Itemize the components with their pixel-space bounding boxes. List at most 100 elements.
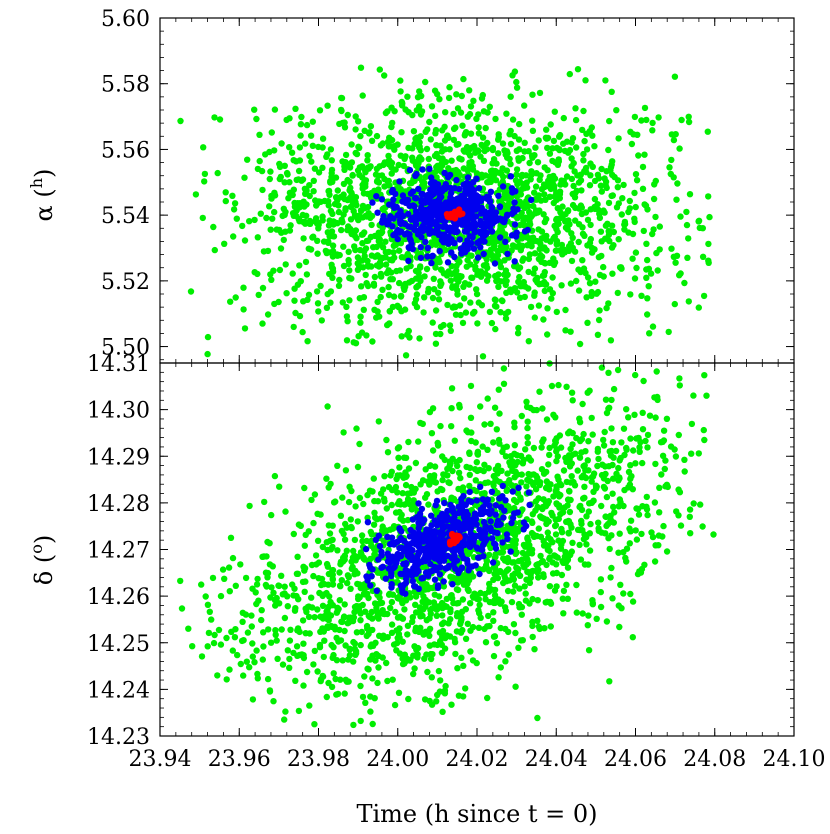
bottom-point-0-866 xyxy=(616,530,623,537)
top-point-0-1419 xyxy=(385,283,392,291)
bottom-point-0-753 xyxy=(522,597,530,604)
bottom-point-0-397 xyxy=(639,426,647,433)
bottom-point-0-1105 xyxy=(476,601,483,609)
top-point-0-1842 xyxy=(556,131,564,139)
top-point-0-1264 xyxy=(608,88,615,96)
bottom-point-0-1212 xyxy=(524,535,531,542)
top-point-0-728 xyxy=(515,324,522,332)
top-point-0-1293 xyxy=(576,340,584,348)
top-point-1-445 xyxy=(510,205,517,212)
top-point-0-1808 xyxy=(296,262,303,269)
top-point-0-645 xyxy=(390,249,397,256)
top-point-0-1368 xyxy=(594,288,602,296)
bottom-point-0-1962 xyxy=(361,591,368,598)
bottom-point-0-798 xyxy=(264,675,272,683)
top-point-0-653 xyxy=(598,252,605,260)
top-point-0-66 xyxy=(447,327,454,334)
top-point-0-1798 xyxy=(473,286,480,293)
top-point-0-1270 xyxy=(595,206,602,214)
top-point-0-1393 xyxy=(321,197,328,205)
top-point-0-1912 xyxy=(537,172,544,179)
bottom-point-0-1676 xyxy=(486,567,493,575)
bottom-point-0-148 xyxy=(375,418,382,425)
bottom-point-0-1038 xyxy=(210,639,218,647)
bottom-point-0-860 xyxy=(428,674,435,681)
top-point-0-700 xyxy=(323,304,331,311)
bottom-point-0-275 xyxy=(379,654,386,661)
bottom-point-0-1024 xyxy=(541,625,548,632)
top-point-0-1503 xyxy=(677,270,684,277)
top-point-0-714 xyxy=(670,136,678,144)
bottom-point-1-199 xyxy=(367,582,374,589)
top-point-0-1797 xyxy=(705,193,712,200)
top-point-0-1316 xyxy=(495,131,502,138)
top-point-1-461 xyxy=(446,171,454,179)
bottom-point-0-917 xyxy=(404,631,411,638)
top-point-0-1850 xyxy=(351,232,359,240)
top-point-0-1670 xyxy=(359,92,366,99)
bottom-point-0-1519 xyxy=(520,456,527,464)
bottom-point-0-1285 xyxy=(381,610,388,618)
top-point-0-1486 xyxy=(488,239,495,246)
top-point-0-1740 xyxy=(369,338,376,345)
bottom-point-0-1906 xyxy=(532,498,540,505)
top-point-0-1956 xyxy=(295,167,303,175)
bottom-point-0-1662 xyxy=(643,506,651,513)
top-point-0-1590 xyxy=(578,204,585,211)
top-point-0-1627 xyxy=(360,294,368,301)
top-point-0-1913 xyxy=(435,296,443,303)
bottom-point-0-1995 xyxy=(601,428,608,436)
top-point-0-1258 xyxy=(241,174,248,181)
bottom-point-0-1391 xyxy=(491,599,499,607)
bottom-point-0-1687 xyxy=(338,527,346,535)
top-scatter-points xyxy=(177,64,713,360)
bottom-point-0-1645 xyxy=(315,575,322,582)
bottom-point-0-1150 xyxy=(626,525,633,532)
bottom-point-0-653 xyxy=(336,582,344,589)
top-point-0-1908 xyxy=(515,243,523,251)
top-point-1-486 xyxy=(429,220,436,227)
bottom-point-0-1668 xyxy=(361,556,368,563)
top-point-0-1209 xyxy=(268,129,275,136)
top-point-0-1692 xyxy=(382,238,389,245)
top-point-0-1442 xyxy=(525,203,532,210)
bottom-point-0-1246 xyxy=(626,540,633,547)
bottom-point-0-1784 xyxy=(396,464,403,471)
top-point-0-69 xyxy=(187,288,195,295)
top-point-0-1918 xyxy=(470,97,477,105)
top-point-0-1108 xyxy=(603,184,610,192)
top-point-0-884 xyxy=(600,207,607,214)
top-point-1-46 xyxy=(374,209,381,216)
bottom-point-1-2 xyxy=(509,488,516,495)
top-point-0-1943 xyxy=(615,200,622,207)
top-point-1-491 xyxy=(461,199,468,206)
bottom-point-0-1553 xyxy=(517,637,525,644)
bottom-point-0-1890 xyxy=(319,615,327,622)
bottom-point-0-411 xyxy=(569,539,576,546)
top-point-0-1406 xyxy=(586,280,594,287)
top-point-0-1300 xyxy=(259,320,266,327)
top-point-0-1103 xyxy=(537,197,545,204)
top-point-0-1985 xyxy=(589,163,596,170)
top-point-0-1493 xyxy=(597,182,605,189)
top-point-0-1281 xyxy=(466,87,473,94)
bottom-point-0-1426 xyxy=(553,569,560,577)
bottom-point-0-389 xyxy=(523,483,530,490)
top-point-0-266 xyxy=(374,298,381,306)
top-point-1-475 xyxy=(445,234,452,241)
top-point-0-1731 xyxy=(550,185,558,192)
bottom-point-0-1160 xyxy=(521,583,528,590)
bottom-point-0-1744 xyxy=(356,494,364,502)
top-point-0-1484 xyxy=(502,310,510,318)
top-point-0-1938 xyxy=(230,206,238,213)
top-point-0-1615 xyxy=(627,291,634,298)
top-point-0-1418 xyxy=(288,149,296,156)
top-point-0-966 xyxy=(468,252,475,259)
bottom-point-0-1948 xyxy=(535,623,542,630)
top-point-0-1819 xyxy=(391,146,398,153)
top-point-0-146 xyxy=(427,136,434,143)
top-point-0-1250 xyxy=(300,198,307,205)
bottom-point-0-1053 xyxy=(240,637,247,644)
top-point-1-203 xyxy=(378,219,386,226)
top-point-0-1751 xyxy=(456,272,463,280)
